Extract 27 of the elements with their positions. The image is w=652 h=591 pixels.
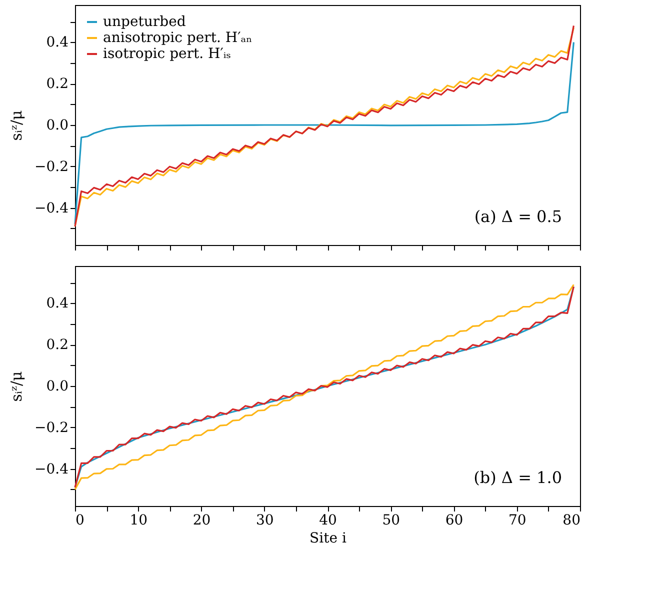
- x-tick-label: 30: [256, 512, 274, 528]
- y-axis-title: sᵢᶻ/μ: [8, 110, 26, 141]
- x-tick-label: 50: [382, 512, 400, 528]
- y-tick-label: 0.0: [46, 118, 68, 134]
- annotation: (a) Δ = 0.5: [474, 207, 562, 226]
- x-tick-label: 80: [562, 512, 580, 528]
- legend-label: unpeturbed: [103, 14, 186, 30]
- x-tick-label: 0: [76, 512, 84, 528]
- y-tick-label: 0.4: [46, 34, 69, 51]
- x-tick-label: 40: [319, 512, 337, 528]
- x-tick-label: 60: [445, 512, 464, 528]
- annotation: (b) Δ = 1.0: [474, 468, 562, 487]
- x-tick-label: 70: [508, 512, 526, 528]
- x-tick-label: 10: [130, 512, 148, 528]
- y-axis-title: sᵢᶻ/μ: [8, 371, 26, 402]
- legend-label: isotropic pert. H′ᵢₛ: [103, 46, 232, 62]
- x-axis-title: Site i: [310, 530, 347, 546]
- y-tick-label: 0.4: [46, 296, 69, 312]
- y-tick-label: −0.2: [34, 158, 68, 175]
- y-tick-label: −0.4: [34, 200, 69, 216]
- y-tick-label: 0.2: [46, 337, 68, 354]
- legend-label: anisotropic pert. H′ₐₙ: [103, 30, 252, 46]
- y-tick-label: 0.2: [46, 76, 68, 92]
- x-tick-label: 20: [192, 512, 211, 528]
- y-tick-label: 0.0: [46, 378, 68, 394]
- y-tick-label: −0.2: [34, 420, 68, 436]
- y-tick-label: −0.4: [34, 461, 69, 478]
